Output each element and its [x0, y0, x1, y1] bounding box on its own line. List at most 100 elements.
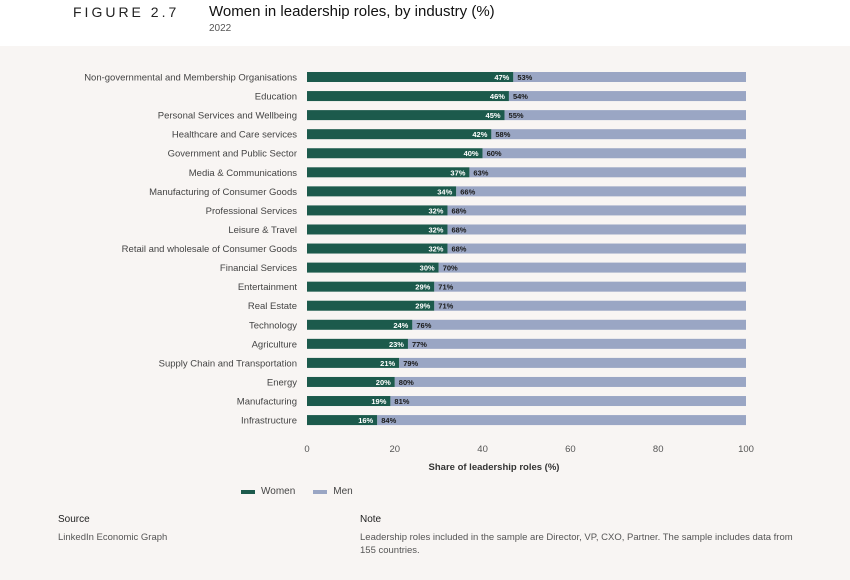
data-label-men: 76%: [416, 321, 431, 330]
source-heading: Source: [58, 514, 90, 525]
bar-women: [307, 300, 435, 311]
bar-women: [307, 243, 448, 254]
x-tick-label: 100: [738, 444, 754, 455]
data-label-women: 40%: [464, 149, 479, 158]
data-label-women: 42%: [472, 130, 487, 139]
bar-women: [307, 262, 439, 273]
bar-men: [447, 243, 746, 254]
category-label: Non-governmental and Membership Organisa…: [84, 73, 297, 84]
bar-men: [390, 396, 746, 407]
legend-item-men: Men: [313, 486, 353, 497]
data-label-men: 66%: [460, 187, 475, 196]
data-label-men: 54%: [513, 92, 528, 101]
data-label-men: 80%: [399, 378, 414, 387]
data-label-women: 32%: [428, 206, 443, 215]
legend-item-women: Women: [241, 486, 295, 497]
bar-women: [307, 186, 457, 197]
x-axis-label: Share of leadership roles (%): [429, 462, 560, 473]
category-label: Media & Communications: [189, 168, 297, 179]
chart-subtitle: 2022: [209, 23, 232, 34]
data-label-women: 30%: [420, 264, 435, 273]
bar-women: [307, 319, 413, 330]
data-label-women: 32%: [428, 245, 443, 254]
legend-swatch-women: [241, 489, 255, 494]
bar-men: [412, 319, 746, 330]
bar-men: [469, 167, 746, 178]
bar-women: [307, 167, 470, 178]
data-label-men: 71%: [438, 302, 453, 311]
data-label-men: 60%: [487, 149, 502, 158]
data-label-men: 58%: [495, 130, 510, 139]
data-label-men: 70%: [443, 264, 458, 273]
bar-men: [377, 415, 746, 426]
category-label: Infrastructure: [241, 416, 297, 427]
category-label: Professional Services: [206, 206, 298, 217]
data-label-men: 55%: [509, 111, 524, 120]
data-label-women: 19%: [371, 397, 386, 406]
bar-men: [394, 376, 746, 387]
category-label: Energy: [267, 377, 297, 388]
chart-legend: Women Men: [241, 486, 353, 497]
category-label: Financial Services: [220, 263, 297, 274]
data-label-women: 45%: [486, 111, 501, 120]
data-label-women: 46%: [490, 92, 505, 101]
bar-men: [434, 281, 746, 292]
bars-group: 47% 53% 46% 54% 45% 55% 42% 58% 40% 60% 37% 63% 34% 6…: [307, 72, 746, 426]
data-label-women: 29%: [415, 283, 430, 292]
data-label-men: 71%: [438, 283, 453, 292]
data-label-women: 47%: [494, 73, 509, 82]
bar-women: [307, 224, 448, 235]
data-label-men: 79%: [403, 359, 418, 368]
category-label: Manufacturing of Consumer Goods: [149, 187, 297, 198]
x-tick-label: 80: [653, 444, 664, 455]
bar-men: [438, 262, 746, 273]
x-tick-label: 0: [304, 444, 309, 455]
bar-women: [307, 110, 505, 121]
data-label-women: 34%: [437, 187, 452, 196]
bar-men: [482, 148, 746, 159]
category-label: Government and Public Sector: [168, 149, 297, 160]
bar-men: [491, 129, 746, 140]
x-tick-label: 40: [477, 444, 488, 455]
bar-men: [407, 338, 746, 349]
category-label: Real Estate: [248, 301, 297, 312]
data-label-women: 16%: [358, 416, 373, 425]
data-label-men: 84%: [381, 416, 396, 425]
data-label-men: 68%: [451, 206, 466, 215]
legend-label-men: Men: [333, 486, 353, 497]
bar-women: [307, 396, 391, 407]
bar-women: [307, 415, 378, 426]
data-label-women: 37%: [450, 168, 465, 177]
bar-men: [508, 91, 746, 102]
bar-men: [456, 186, 746, 197]
category-label: Manufacturing: [237, 397, 297, 408]
bar-women: [307, 91, 509, 102]
bar-women: [307, 205, 448, 216]
legend-label-women: Women: [261, 486, 296, 497]
bar-women: [307, 72, 514, 82]
x-tick-label: 60: [565, 444, 576, 455]
bar-men: [399, 357, 746, 368]
data-label-men: 63%: [473, 168, 488, 177]
category-label: Personal Services and Wellbeing: [158, 111, 297, 122]
data-label-men: 68%: [451, 245, 466, 254]
data-label-women: 32%: [428, 225, 443, 234]
data-label-men: 68%: [451, 225, 466, 234]
figure-header: FIGURE 2.7 Women in leadership roles, by…: [0, 0, 850, 46]
data-label-men: 77%: [412, 340, 427, 349]
figure-label: FIGURE 2.7: [73, 4, 180, 20]
bar-men: [447, 224, 746, 235]
category-label: Leisure & Travel: [228, 225, 297, 236]
category-label: Retail and wholesale of Consumer Goods: [122, 244, 298, 255]
bar-men: [434, 300, 746, 311]
category-label: Education: [255, 92, 297, 103]
data-label-women: 29%: [415, 302, 430, 311]
category-label: Technology: [249, 320, 297, 331]
chart-title: Women in leadership roles, by industry (…: [209, 3, 495, 20]
category-label: Healthcare and Care services: [172, 130, 297, 141]
bar-men: [513, 72, 746, 82]
data-label-men: 81%: [394, 397, 409, 406]
bar-women: [307, 357, 400, 368]
category-label: Agriculture: [252, 339, 297, 350]
